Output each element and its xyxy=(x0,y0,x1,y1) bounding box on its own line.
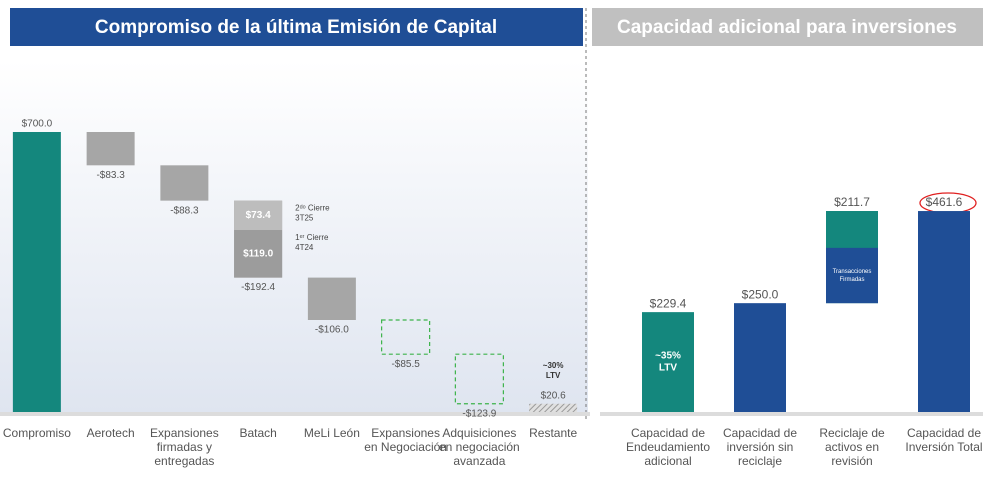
category-label: Capacidad de Endeudamiento adicional xyxy=(626,426,711,468)
value-label: $461.6 xyxy=(926,195,963,209)
panel-background xyxy=(0,60,588,412)
baseline xyxy=(0,412,590,416)
bar xyxy=(918,211,970,412)
bar xyxy=(12,132,61,412)
value-label: -$123.9 xyxy=(462,408,496,419)
bar xyxy=(86,132,135,166)
bar-segment xyxy=(234,200,283,230)
bar-part xyxy=(826,247,878,304)
value-label: -$85.5 xyxy=(391,359,420,370)
header-left xyxy=(10,8,583,46)
value-label: -$88.3 xyxy=(170,205,199,216)
value-label: -$83.3 xyxy=(96,170,125,181)
segment-note: 3T25 xyxy=(295,214,314,223)
value-label: $20.6 xyxy=(541,390,566,401)
value-label: $700.0 xyxy=(22,119,53,130)
category-label: Compromiso xyxy=(2,426,71,440)
segment-label: $119.0 xyxy=(243,248,273,259)
baseline xyxy=(600,412,983,416)
chart-title: Capacidad adicional para inversiones xyxy=(617,17,957,38)
category-label: Expansiones firmadas y entregadas xyxy=(150,426,219,468)
bar xyxy=(381,319,431,355)
category-label: Capacidad de Inversión Total xyxy=(905,426,983,454)
category-label: Batach xyxy=(239,426,277,440)
value-label: -$106.0 xyxy=(315,325,349,336)
segment-note: 2ᵈᵒ Cierre xyxy=(295,204,330,213)
segment-label: $73.4 xyxy=(246,210,271,221)
segment-note: 1ᵉʳ Cierre xyxy=(295,233,329,242)
bar-note: Firmadas xyxy=(839,277,864,283)
bar-note: ~35% xyxy=(655,351,681,362)
segment-note: 4T24 xyxy=(295,243,314,252)
value-label: $229.4 xyxy=(650,296,687,310)
category-label: Capacidad de inversión sin reciclaje xyxy=(722,426,798,468)
bar xyxy=(307,277,356,320)
bar xyxy=(529,403,578,412)
category-label: Restante xyxy=(529,426,578,440)
bar-note: Transacciones xyxy=(833,269,872,275)
bar xyxy=(642,312,694,412)
value-label: $211.7 xyxy=(834,195,870,209)
bar-note: ~30% xyxy=(543,361,564,370)
value-label: $250.0 xyxy=(742,287,779,301)
category-label: MeLi León xyxy=(303,426,360,440)
bar xyxy=(454,353,504,405)
category-label: Aerotech xyxy=(86,426,135,440)
category-label: Expansiones en Negociación xyxy=(364,426,447,454)
chart-title: Compromiso de la última Emisión de Capit… xyxy=(95,17,497,38)
category-label: Adquisiciones en negociación avanzada xyxy=(439,426,520,468)
category-label: Reciclaje de activos en revisión xyxy=(819,426,885,468)
bar xyxy=(734,303,786,412)
bar xyxy=(160,165,209,201)
bar-note: LTV xyxy=(659,363,677,374)
bar-segment xyxy=(234,230,283,278)
bar-note: LTV xyxy=(546,371,561,380)
header-right xyxy=(592,8,983,46)
value-label: -$192.4 xyxy=(241,282,275,293)
